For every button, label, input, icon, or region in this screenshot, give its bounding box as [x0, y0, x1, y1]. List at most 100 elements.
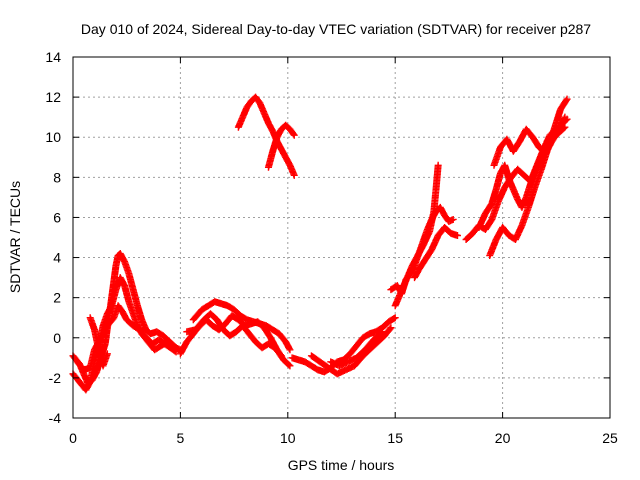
- x-tick-label: 5: [177, 430, 185, 446]
- x-axis-label: GPS time / hours: [288, 457, 395, 473]
- y-tick-label: 10: [45, 129, 61, 145]
- data-point-run: [515, 166, 527, 178]
- data-point-run: [83, 379, 93, 393]
- data-point-run: [437, 205, 448, 218]
- data-point-run: [510, 138, 523, 154]
- data-point-run: [265, 121, 276, 134]
- data-point-run: [523, 175, 536, 200]
- data-point-run: [446, 216, 456, 225]
- data-point-run: [542, 139, 555, 156]
- data-point-run: [203, 317, 216, 329]
- data-point-run: [177, 339, 190, 356]
- data-point-run: [531, 167, 545, 190]
- data-point-run: [287, 126, 297, 138]
- y-tick-label: 8: [53, 169, 61, 185]
- data-point-run: [274, 139, 285, 152]
- data-point: [103, 350, 111, 358]
- series-13: [327, 328, 386, 370]
- y-tick-label: 6: [53, 209, 61, 225]
- series-16: [411, 223, 461, 282]
- data-point-run: [373, 325, 385, 335]
- data-point-run: [70, 371, 83, 385]
- data-point-run: [379, 319, 392, 331]
- x-tick-label: 0: [69, 430, 77, 446]
- data-point-run: [413, 243, 426, 260]
- data-point-run: [347, 343, 360, 357]
- data-point-run: [248, 94, 259, 104]
- y-tick-label: -4: [49, 410, 62, 426]
- data-point-run: [130, 323, 142, 333]
- data-point-run: [309, 353, 323, 365]
- data-point-run: [482, 217, 495, 232]
- data-point-run: [493, 171, 504, 192]
- data-point-run: [463, 230, 475, 243]
- data-point-run: [529, 134, 542, 150]
- data-point-run: [117, 251, 128, 264]
- data-point-run: [432, 163, 442, 192]
- data-point-run: [341, 351, 353, 363]
- data-point-run: [192, 317, 207, 333]
- data-point-run: [416, 257, 428, 272]
- data-point-run: [500, 225, 512, 238]
- data-point-run: [422, 247, 435, 262]
- series-8: [234, 93, 281, 145]
- data-point-run: [386, 315, 398, 325]
- data-point-run: [143, 327, 153, 337]
- y-tick-label: 0: [53, 330, 61, 346]
- data-point-run: [274, 127, 285, 140]
- data-point: [449, 215, 457, 223]
- data-point: [453, 231, 461, 239]
- y-tick-label: 14: [45, 49, 61, 65]
- data-point-run: [270, 327, 282, 337]
- data-point-run: [125, 271, 137, 292]
- data-point: [290, 171, 298, 179]
- chart-title: Day 010 of 2024, Sidereal Day-to-day VTE…: [81, 21, 591, 37]
- data-point-run: [491, 145, 504, 168]
- data-point-run: [104, 315, 117, 329]
- data-point-run: [549, 128, 562, 144]
- data-point: [378, 328, 386, 336]
- data-point-run: [411, 267, 422, 280]
- data-point-run: [199, 302, 211, 313]
- data-point-run: [154, 329, 166, 339]
- data-point-run: [518, 205, 532, 228]
- data-point-run: [302, 359, 314, 369]
- data-point-run: [354, 347, 368, 361]
- data-point-run: [276, 331, 289, 345]
- data-point-run: [246, 331, 259, 345]
- data-point-run: [272, 345, 284, 359]
- data-point-run: [121, 283, 132, 304]
- data-point-run: [87, 347, 98, 370]
- series-10: [273, 137, 298, 179]
- series-11: [288, 314, 399, 376]
- data-point-run: [184, 331, 196, 345]
- data-point-run: [252, 94, 263, 106]
- series-7: [183, 310, 285, 360]
- data-point-run: [442, 224, 454, 236]
- data-point-run: [353, 335, 366, 349]
- y-tick-label: 4: [53, 250, 61, 266]
- data-point-run: [375, 333, 387, 345]
- data-point-run: [119, 309, 130, 322]
- series-15: [391, 161, 442, 310]
- y-axis-label: SDTVAR / TECUs: [7, 181, 23, 293]
- data-point-run: [115, 303, 126, 315]
- data-point-run: [371, 329, 385, 343]
- data-point-run: [137, 327, 149, 341]
- data-point-run: [152, 343, 164, 353]
- data-point-run: [309, 363, 321, 373]
- data-point: [286, 362, 294, 370]
- data-point-run: [488, 199, 502, 222]
- data-point-run: [486, 237, 500, 258]
- data-point-run: [278, 122, 289, 132]
- data-point-run: [265, 149, 276, 170]
- data-point-run: [525, 185, 538, 210]
- data-point-run: [231, 307, 243, 319]
- x-tick-label: 25: [602, 430, 618, 446]
- data-point-run: [229, 313, 241, 323]
- y-tick-label: 12: [45, 89, 61, 105]
- data-point-run: [190, 307, 205, 323]
- plot-frame: [72, 56, 611, 419]
- data-point-run: [283, 122, 293, 132]
- data-point-run: [529, 159, 543, 180]
